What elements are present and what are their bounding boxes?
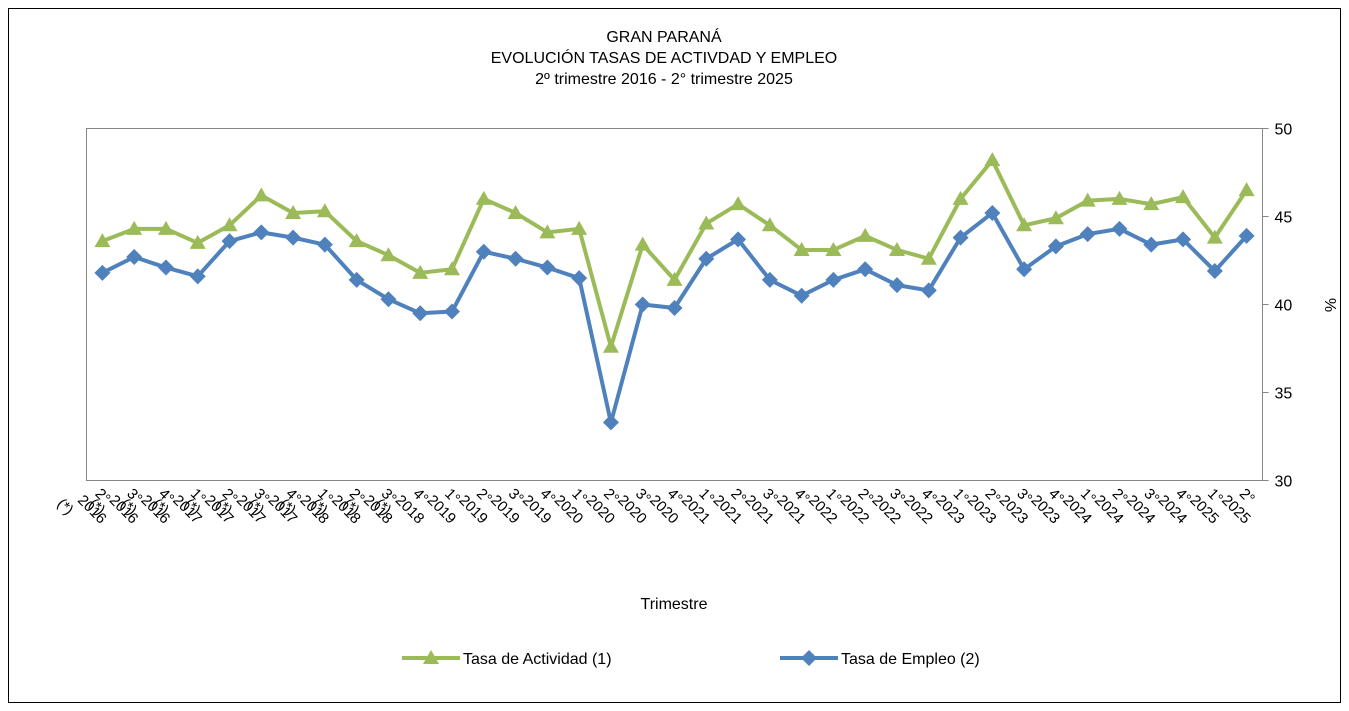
marker xyxy=(1206,263,1223,280)
marker xyxy=(1079,226,1096,243)
marker xyxy=(793,241,810,256)
marker xyxy=(602,414,619,431)
marker xyxy=(1143,196,1160,211)
marker xyxy=(952,190,969,205)
marker xyxy=(634,296,651,313)
marker xyxy=(126,248,143,265)
marker xyxy=(94,264,111,281)
marker xyxy=(316,236,333,253)
chart-title: GRAN PARANÁ xyxy=(606,27,722,46)
marker xyxy=(761,217,778,232)
marker xyxy=(1047,238,1064,255)
y-tick-label: 40 xyxy=(1275,298,1293,315)
marker xyxy=(666,300,683,317)
marker xyxy=(1111,220,1128,237)
marker xyxy=(507,250,524,267)
marker xyxy=(730,196,747,211)
marker xyxy=(1238,182,1255,197)
y-tick-label: 45 xyxy=(1275,210,1293,227)
marker xyxy=(539,224,556,239)
marker xyxy=(539,259,556,276)
marker xyxy=(1016,217,1033,232)
y-tick-label: 35 xyxy=(1275,386,1293,403)
marker xyxy=(761,271,778,288)
chart-border xyxy=(8,8,1341,703)
marker xyxy=(602,338,619,353)
marker xyxy=(857,227,874,242)
marker xyxy=(793,287,810,304)
marker xyxy=(475,190,492,205)
marker xyxy=(253,187,270,202)
marker xyxy=(380,291,397,308)
marker xyxy=(888,241,905,256)
marker xyxy=(412,264,429,279)
marker xyxy=(920,282,937,299)
marker xyxy=(316,203,333,218)
marker xyxy=(380,247,397,262)
chart-title: EVOLUCIÓN TASAS DE ACTIVDAD Y EMPLEO xyxy=(491,48,837,67)
marker xyxy=(126,220,143,235)
marker xyxy=(221,217,238,232)
y-tick-label: 50 xyxy=(1275,122,1293,139)
marker xyxy=(698,250,715,267)
x-axis-label: Trimestre xyxy=(641,596,708,613)
marker xyxy=(634,236,651,251)
marker xyxy=(475,243,492,260)
marker xyxy=(189,268,206,285)
marker xyxy=(1047,210,1064,225)
marker xyxy=(825,271,842,288)
y-axis-label: % xyxy=(1323,298,1340,312)
marker xyxy=(94,233,111,248)
marker xyxy=(157,259,174,276)
marker xyxy=(1111,190,1128,205)
marker xyxy=(666,271,683,286)
marker xyxy=(189,234,206,249)
chart-subtitle: 2º trimestre 2016 - 2° trimestre 2025 xyxy=(535,71,793,88)
marker xyxy=(348,271,365,288)
marker xyxy=(571,220,588,235)
legend-label: Tasa de Empleo (2) xyxy=(841,651,980,668)
marker xyxy=(1175,189,1192,204)
marker xyxy=(1016,261,1033,278)
marker xyxy=(1143,236,1160,253)
marker xyxy=(1175,231,1192,248)
marker xyxy=(952,229,969,246)
marker xyxy=(157,220,174,235)
legend-marker xyxy=(801,650,817,666)
marker xyxy=(571,270,588,287)
marker xyxy=(507,204,524,219)
marker xyxy=(412,305,429,322)
marker xyxy=(285,229,302,246)
marker xyxy=(857,261,874,278)
marker xyxy=(444,261,461,276)
marker xyxy=(1206,229,1223,244)
marker xyxy=(825,241,842,256)
marker xyxy=(444,303,461,320)
marker xyxy=(698,215,715,230)
y-tick-label: 30 xyxy=(1275,474,1293,491)
marker xyxy=(1238,227,1255,244)
marker xyxy=(888,277,905,294)
marker xyxy=(984,152,1001,167)
marker xyxy=(348,233,365,248)
legend-label: Tasa de Actividad (1) xyxy=(463,651,612,668)
marker xyxy=(730,231,747,248)
marker xyxy=(920,250,937,265)
marker xyxy=(253,224,270,241)
marker xyxy=(1079,192,1096,207)
marker xyxy=(285,204,302,219)
marker xyxy=(221,233,238,250)
legend-marker xyxy=(423,650,439,664)
marker xyxy=(984,204,1001,221)
